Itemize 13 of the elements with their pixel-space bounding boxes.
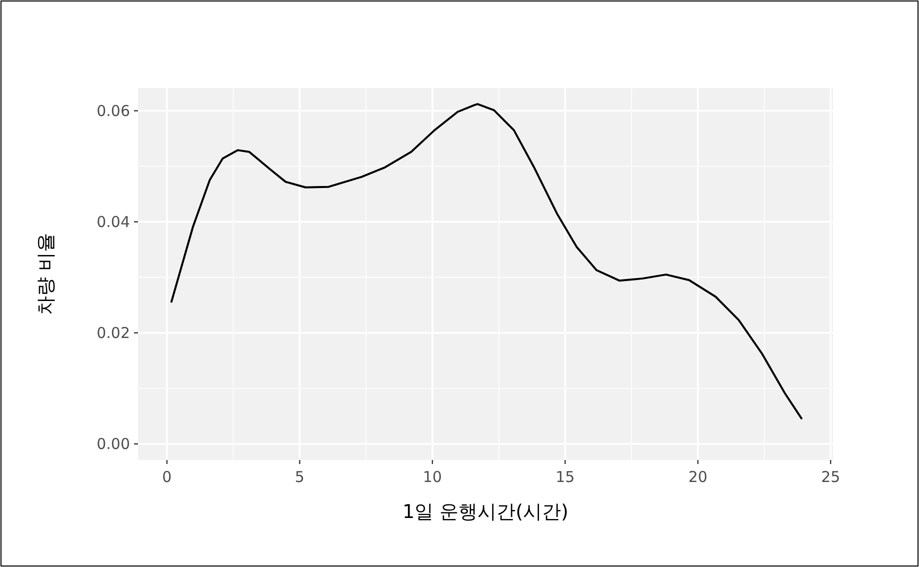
x-tick-label: 0 [162, 468, 172, 486]
y-tick-label: 0.02 [96, 324, 130, 342]
y-axis-title: 차량 비율 [35, 232, 57, 316]
x-tick-label: 10 [422, 468, 442, 486]
y-tick-label: 0.04 [96, 212, 130, 231]
x-tick-label: 5 [294, 468, 304, 486]
line-series [170, 103, 802, 420]
x-tick-label: 15 [556, 468, 575, 486]
x-tick-label: 25 [821, 468, 840, 486]
y-tick-label: 0.06 [96, 102, 130, 120]
x-tick-label: 20 [688, 468, 708, 486]
x-axis-title: 1일 운행시간(시간) [402, 501, 568, 523]
y-tick-label: 0.00 [96, 434, 130, 453]
